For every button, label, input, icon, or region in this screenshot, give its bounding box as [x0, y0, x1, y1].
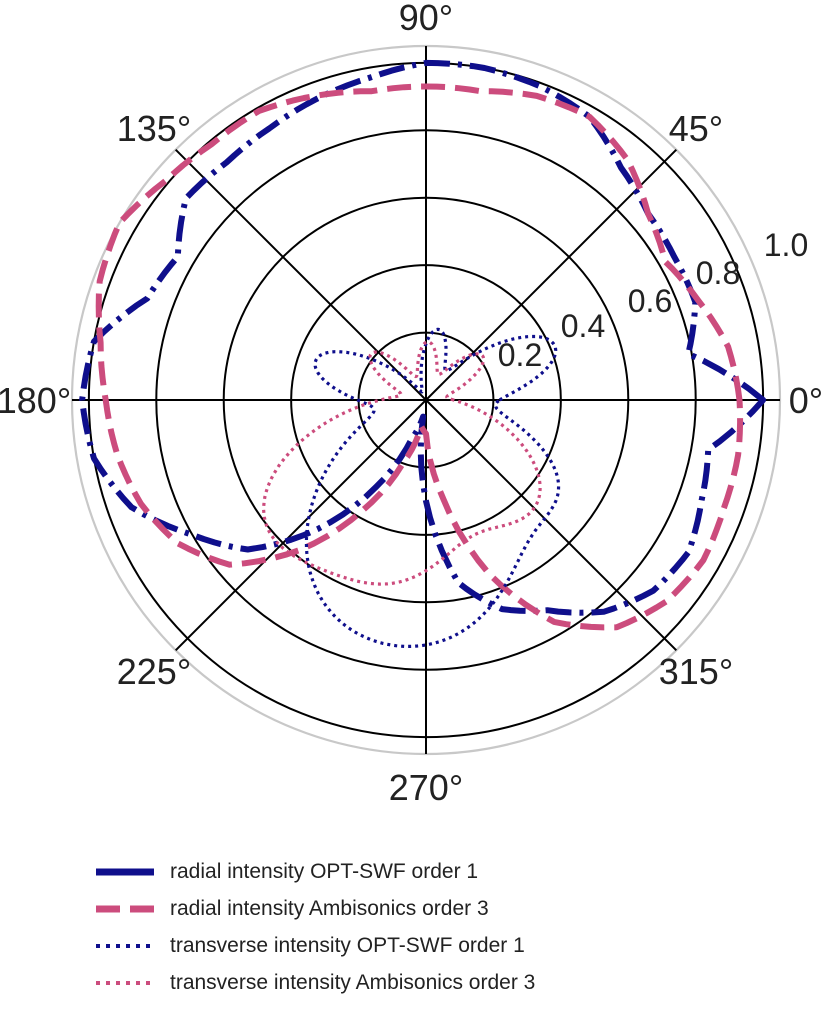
- legend-item: transverse intensity Ambisonics order 3: [96, 969, 816, 1006]
- polar-chart: 0° 45° 90° 135° 180° 225° 270° 315° 0.2 0.4 0.6 0.8…: [0, 0, 823, 808]
- angular-tick-label: 135°: [117, 108, 191, 149]
- polar-grid: [70, 44, 782, 756]
- angular-tick-label: 270°: [389, 767, 463, 808]
- legend-label: radial intensity OPT-SWF order 1: [170, 860, 479, 883]
- series-layer: [79, 59, 767, 648]
- angular-gridline: [425, 399, 678, 652]
- angular-tick-label: 225°: [117, 651, 191, 692]
- radial-tick-label: 1.0: [764, 227, 808, 263]
- angular-gridline: [174, 399, 427, 652]
- legend: radial intensity OPT-SWF order 1 radial i…: [96, 858, 816, 1006]
- angular-tick-label: 315°: [659, 651, 733, 692]
- series-line-3: [304, 327, 561, 648]
- series-line-2: [95, 83, 744, 631]
- legend-swatch: [96, 981, 154, 985]
- series-line-1: [79, 59, 767, 616]
- tick-labels: 0° 45° 90° 135° 180° 225° 270° 315° 0.2 0.4 0.6 0.8…: [0, 0, 823, 808]
- angular-gridline: [174, 148, 427, 401]
- legend-item: radial intensity Ambisonics order 3: [96, 895, 816, 932]
- legend-label: radial intensity Ambisonics order 3: [170, 897, 489, 920]
- angular-tick-label: 45°: [669, 108, 723, 149]
- radial-tick-label: 0.8: [696, 255, 740, 291]
- legend-item: transverse intensity OPT-SWF order 1: [96, 932, 816, 969]
- legend-swatch: [96, 868, 154, 876]
- radial-tick-label: 0.4: [561, 308, 605, 344]
- legend-label: transverse intensity Ambisonics order 3: [170, 971, 536, 994]
- radial-tick-label: 0.2: [498, 337, 542, 373]
- legend-swatch: [96, 944, 154, 948]
- legend-swatch: [96, 905, 154, 913]
- series-line-4: [262, 340, 542, 586]
- angular-tick-label: 0°: [789, 380, 823, 421]
- legend-item: radial intensity OPT-SWF order 1: [96, 858, 816, 895]
- radial-tick-label: 0.6: [628, 283, 672, 319]
- angular-tick-label: 180°: [0, 380, 71, 421]
- legend-label: transverse intensity OPT-SWF order 1: [170, 934, 525, 957]
- angular-tick-label: 90°: [399, 0, 453, 38]
